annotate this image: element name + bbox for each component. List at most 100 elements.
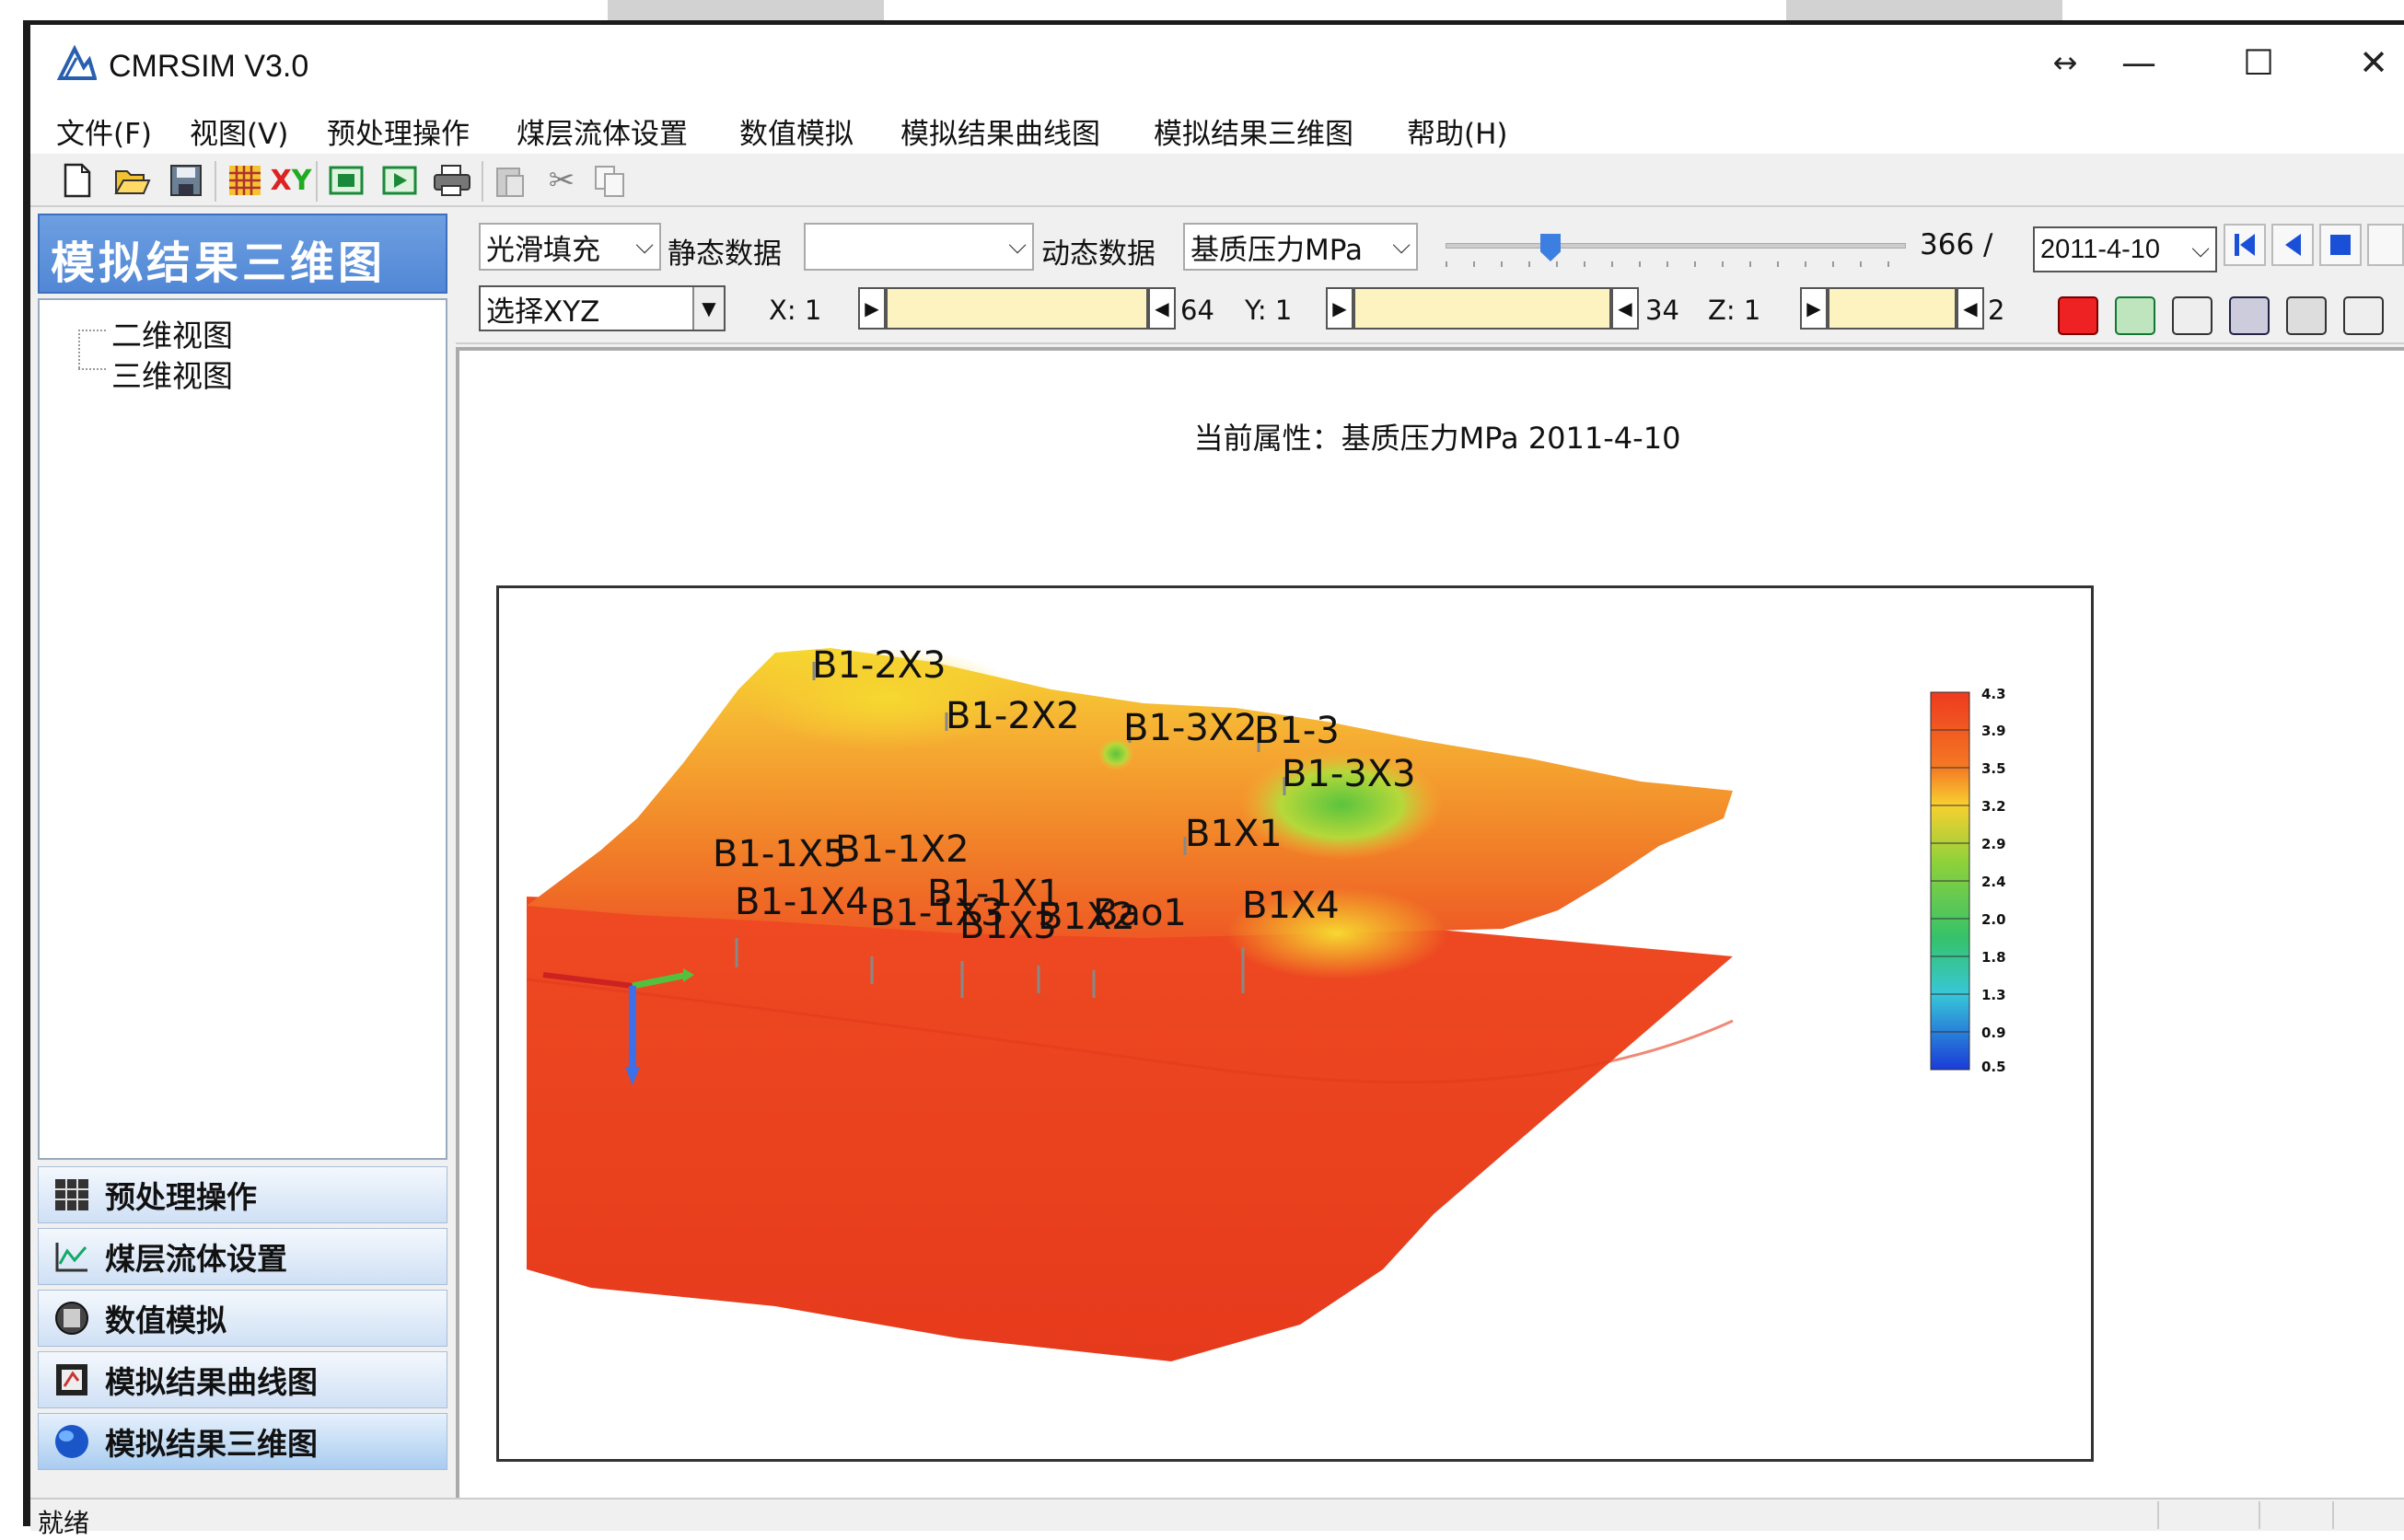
view-side-icon[interactable]	[2229, 296, 2270, 335]
slider-ticks	[1446, 261, 1906, 267]
nav-result-curves[interactable]: 模拟结果曲线图	[38, 1351, 447, 1408]
colorbar-tick: 3.5	[1981, 760, 2006, 777]
cut-icon[interactable]: ✂	[548, 162, 575, 199]
reservoir-3d-plot: B1-2X3 B1-2X2 B1-3X2 B1-3 B1-3X3 B1X1 B1…	[526, 644, 2006, 1361]
grid-icon[interactable]	[226, 161, 264, 200]
nav-label: 模拟结果三维图	[105, 1426, 318, 1462]
tree-item-2d-view[interactable]: 二维视图	[111, 318, 233, 353]
curve-icon	[52, 1360, 92, 1400]
view-bottom-icon[interactable]	[2343, 296, 2384, 335]
resize-button[interactable]: ↔	[2052, 45, 2078, 80]
x-decrement-button[interactable]: ▶	[858, 287, 886, 330]
high-pressure-zone	[748, 648, 1024, 749]
plot-frame: B1-2X3 B1-2X2 B1-3X2 B1-3 B1-3X3 B1X1 B1…	[496, 585, 2094, 1462]
z-increment-button[interactable]: ◀	[1957, 287, 1984, 330]
menu-preprocess[interactable]: 预处理操作	[327, 118, 470, 151]
nav-preprocess[interactable]: 预处理操作	[38, 1166, 447, 1223]
new-file-icon[interactable]	[58, 161, 97, 200]
static-data-select[interactable]: ⌵	[804, 223, 1034, 271]
z-axis-arrowhead	[625, 1067, 640, 1085]
colorbar-tick: 4.3	[1981, 686, 2006, 702]
y-decrement-button[interactable]: ▶	[1326, 287, 1353, 330]
view-top-icon[interactable]	[2286, 296, 2327, 335]
low-pressure-zone	[1097, 737, 1134, 770]
menu-numerical-sim[interactable]: 数值模拟	[739, 118, 854, 151]
well-label-group: B1-2X3 B1-2X2 B1-3X2 B1-3 B1-3X3 B1X1 B1…	[713, 644, 1416, 947]
y-label: Y: 1	[1245, 295, 1293, 326]
sidebar-header: 模拟结果三维图	[38, 214, 447, 294]
menu-file[interactable]: 文件(F)	[56, 118, 153, 151]
controls-row-2: 选择XYZ ▼ X: 1 ▶ ◀ 64 Y: 1 ▶ ◀ 34 Z: 1 ▶ ◀…	[456, 278, 2404, 344]
tree-item-3d-view[interactable]: 三维视图	[111, 358, 233, 394]
dropdown-arrow-icon: ▼	[692, 287, 724, 330]
maximize-button[interactable]: ☐	[2242, 42, 2275, 83]
save-icon[interactable]	[167, 161, 205, 200]
paste-icon[interactable]	[491, 161, 529, 200]
dynamic-data-value: 基质压力MPa	[1190, 233, 1364, 267]
x-slider[interactable]	[886, 287, 1148, 330]
select-xyz-dropdown[interactable]: 选择XYZ ▼	[479, 285, 726, 331]
nav-fluid-settings[interactable]: 煤层流体设置	[38, 1228, 447, 1285]
menu-result-3d[interactable]: 模拟结果三维图	[1154, 118, 1353, 151]
chevron-down-icon: ⌵	[1392, 232, 1411, 260]
well-label: B1-1X1	[927, 873, 1062, 915]
menu-result-curves[interactable]: 模拟结果曲线图	[900, 118, 1100, 151]
colorbar-dividers	[1931, 729, 1969, 1033]
status-divider	[2259, 1501, 2260, 1529]
solid-cube-icon[interactable]	[2058, 296, 2098, 335]
chevron-down-icon: ⌵	[635, 232, 654, 260]
low-pressure-zone	[1240, 749, 1443, 860]
close-button[interactable]: ✕	[2359, 42, 2388, 83]
content-area: 光滑填充 ⌵ 静态数据 ⌵ 动态数据 基质压力MPa ⌵ 366 / 2011-4-…	[456, 214, 2404, 1498]
well-label: B1-2X3	[812, 644, 947, 687]
dynamic-data-select[interactable]: 基质压力MPa ⌵	[1183, 223, 1418, 271]
globe-icon	[52, 1421, 92, 1462]
x-increment-button[interactable]: ◀	[1148, 287, 1176, 330]
date-select[interactable]: 2011-4-10 ⌵	[2033, 226, 2217, 272]
colorbar-tick: 1.8	[1981, 949, 2006, 966]
z-max: 2	[1988, 295, 2005, 326]
menu-help[interactable]: 帮助(H)	[1407, 118, 1508, 151]
wire-cube-icon[interactable]	[2115, 296, 2155, 335]
z-decrement-button[interactable]: ▶	[1800, 287, 1828, 330]
slider-thumb[interactable]	[1540, 234, 1561, 261]
nav-result-3d[interactable]: 模拟结果三维图	[38, 1413, 447, 1470]
time-slider[interactable]	[1446, 232, 1910, 269]
view-front-icon[interactable]	[2172, 296, 2212, 335]
menu-view[interactable]: 视图(V)	[190, 118, 289, 151]
chevron-down-icon: ⌵	[1008, 232, 1027, 260]
fill-mode-select[interactable]: 光滑填充 ⌵	[479, 223, 661, 271]
x-label: X: 1	[769, 295, 822, 326]
stop-button[interactable]	[2319, 224, 2362, 266]
colorbar-tick: 3.2	[1981, 798, 2006, 815]
open-folder-icon[interactable]	[113, 161, 152, 200]
view-tree: 二维视图 三维视图	[38, 298, 447, 1160]
3d-viewport[interactable]: 当前属性：基质压力MPa 2011-4-10	[456, 347, 2404, 1498]
first-frame-button[interactable]	[2224, 224, 2266, 266]
y-slider[interactable]	[1353, 287, 1611, 330]
date-value: 2011-4-10	[2040, 234, 2161, 264]
screen-icon[interactable]	[327, 161, 366, 200]
prev-frame-button[interactable]	[2271, 224, 2314, 266]
play-icon[interactable]	[380, 161, 419, 200]
nav-numerical-sim[interactable]: 数值模拟	[38, 1290, 447, 1347]
next-frame-button[interactable]	[2367, 224, 2404, 266]
well-label: B1-1X2	[835, 828, 970, 871]
colorbar-tick: 2.4	[1981, 874, 2006, 890]
chart-icon	[52, 1236, 92, 1277]
timestep-counter: 366 /	[1920, 228, 1993, 261]
copy-icon[interactable]	[590, 161, 629, 200]
nav-label: 数值模拟	[105, 1303, 226, 1338]
y-increment-button[interactable]: ◀	[1611, 287, 1639, 330]
nav-label: 煤层流体设置	[105, 1241, 287, 1277]
print-icon[interactable]	[433, 161, 471, 200]
menu-bar: 文件(F) 视图(V) 预处理操作 煤层流体设置 数值模拟 模拟结果曲线图 模拟…	[30, 103, 2404, 154]
chevron-down-icon: ⌵	[2191, 236, 2210, 263]
menu-fluid-settings[interactable]: 煤层流体设置	[517, 118, 688, 151]
well-label: B1-2X2	[946, 695, 1080, 737]
z-slider[interactable]	[1828, 287, 1957, 330]
controls-row-1: 光滑填充 ⌵ 静态数据 ⌵ 动态数据 基质压力MPa ⌵ 366 / 2011-4-…	[456, 214, 2404, 278]
minimize-button[interactable]: —	[2121, 42, 2156, 83]
